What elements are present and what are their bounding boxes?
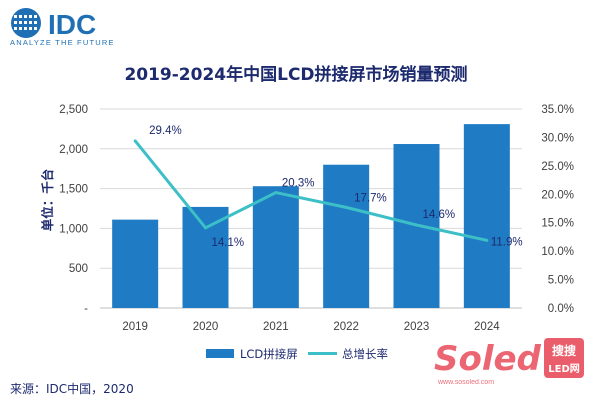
y-tick-label: 1,500 bbox=[59, 184, 88, 196]
line-point bbox=[415, 223, 418, 227]
x-tick-label: 2021 bbox=[263, 321, 289, 333]
watermark-badge-line1: 搜搜 bbox=[552, 343, 577, 358]
x-tick-label: 2020 bbox=[193, 321, 219, 333]
growth-line bbox=[134, 139, 488, 242]
y-tick-label: 2,500 bbox=[59, 104, 88, 116]
globe-icon bbox=[11, 8, 41, 38]
line-data-label: 14.6% bbox=[423, 209, 456, 221]
bar bbox=[323, 164, 370, 308]
line-point bbox=[485, 238, 489, 242]
soled-watermark: Soled 搜搜 LED网 www.sosoled.com bbox=[434, 338, 584, 386]
logo-tagline: ANALYZE THE FUTURE bbox=[10, 38, 115, 46]
left-axis: - 500 1,000 1,500 2,000 2,500 bbox=[59, 104, 88, 315]
y2-tick-label: 20.0% bbox=[541, 189, 574, 201]
x-tick-label: 2019 bbox=[122, 321, 148, 333]
legend-line-label: 总增长率 bbox=[342, 347, 388, 361]
bar bbox=[463, 124, 510, 309]
y-tick-label: 1,000 bbox=[59, 223, 88, 235]
x-axis: 2019 2020 2021 2022 2023 2024 bbox=[122, 321, 500, 333]
line-data-label: 11.9% bbox=[491, 236, 523, 248]
gridlines bbox=[100, 108, 522, 309]
y2-tick-label: 35.0% bbox=[541, 104, 574, 116]
x-tick-label: 2023 bbox=[404, 321, 430, 333]
y-tick-label: - bbox=[84, 303, 88, 315]
legend: LCD拼接屏 总增长率 bbox=[206, 347, 388, 361]
y2-tick-label: 0.0% bbox=[548, 303, 574, 315]
right-axis: 0.0% 5.0% 10.0% 15.0% 20.0% 25.0% 30.0% 35.0% bbox=[541, 104, 574, 315]
bar bbox=[182, 206, 229, 308]
x-tick-label: 2024 bbox=[474, 321, 500, 333]
y-axis-title: 单位：千台 bbox=[40, 169, 55, 232]
line-data-labels: 29.4% 14.1% 20.3% 17.7% 14.6% 11.9% bbox=[149, 125, 522, 249]
bar bbox=[112, 219, 159, 308]
line-data-label: 17.7% bbox=[354, 192, 387, 204]
watermark-brand: Soled bbox=[434, 339, 542, 379]
line-point bbox=[274, 191, 278, 195]
line-series bbox=[133, 139, 489, 242]
line-point bbox=[133, 139, 137, 143]
chart-title: 2019-2024年中国LCD拼接屏市场销量预测 bbox=[124, 65, 468, 85]
line-point bbox=[204, 226, 207, 230]
line-data-label: 29.4% bbox=[149, 125, 182, 137]
logo-brand: IDC bbox=[48, 9, 96, 40]
line-data-label: 20.3% bbox=[282, 178, 315, 190]
y2-tick-label: 15.0% bbox=[541, 218, 574, 230]
watermark-url: www.sosoled.com bbox=[437, 379, 494, 386]
y2-tick-label: 5.0% bbox=[548, 275, 574, 287]
watermark-badge bbox=[544, 338, 584, 378]
idc-logo: IDC ANALYZE THE FUTURE bbox=[10, 8, 115, 46]
y-tick-label: 2,000 bbox=[59, 144, 88, 156]
y2-tick-label: 10.0% bbox=[541, 246, 574, 258]
line-point bbox=[344, 205, 348, 209]
bar-series bbox=[112, 124, 510, 309]
bar bbox=[252, 186, 299, 308]
y2-tick-label: 30.0% bbox=[541, 132, 574, 144]
watermark-badge-line2: LED网 bbox=[548, 363, 580, 375]
source-note: 来源：IDC中国，2020 bbox=[10, 382, 134, 396]
legend-bar-swatch bbox=[206, 349, 234, 358]
line-data-label: 14.1% bbox=[212, 237, 245, 249]
y2-tick-label: 25.0% bbox=[541, 161, 574, 173]
legend-bar-label: LCD拼接屏 bbox=[240, 347, 298, 361]
x-tick-label: 2022 bbox=[333, 321, 359, 333]
y-tick-label: 500 bbox=[69, 263, 88, 275]
